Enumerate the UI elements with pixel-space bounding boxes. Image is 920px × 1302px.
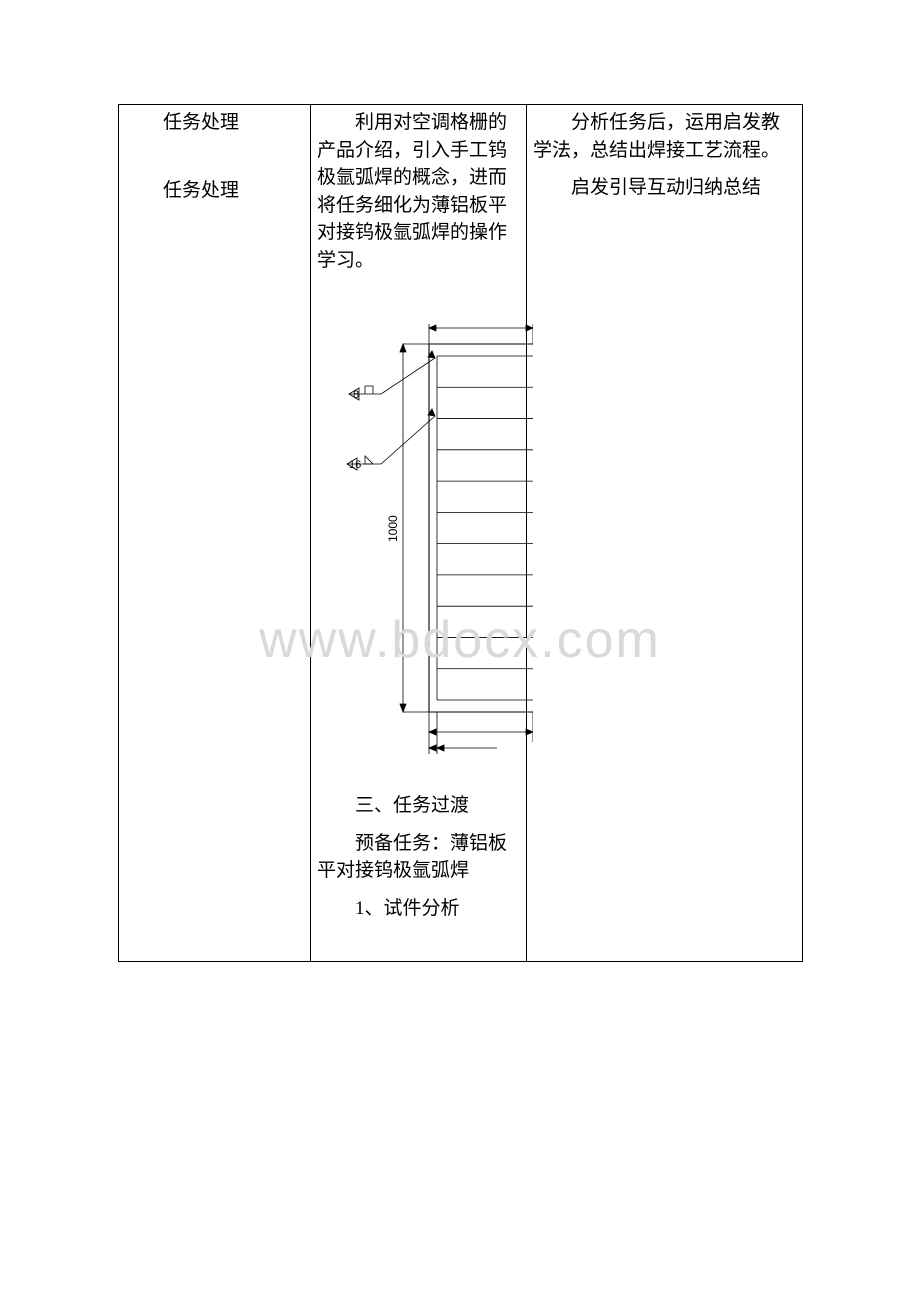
svg-text:1000: 1000 — [386, 515, 400, 542]
table-row: 任务处理 任务处理 利用对空调格栅的产品介绍，引入手工钨极氩弧焊的概念，进而将任… — [119, 105, 803, 962]
mid-section-title: 三、任务过渡 — [317, 792, 520, 820]
technical-diagram: 1000 8 16 — [317, 314, 520, 764]
cell-right: 分析任务后，运用启发教学法，总结出焊接工艺流程。 启发引导互动归纳总结 — [527, 105, 803, 962]
svg-text:16: 16 — [349, 459, 361, 471]
right-para-2: 启发引导互动归纳总结 — [533, 174, 796, 202]
lesson-table: 任务处理 任务处理 利用对空调格栅的产品介绍，引入手工钨极氩弧焊的概念，进而将任… — [118, 104, 803, 962]
mid-prep-task: 预备任务：薄铝板平对接钨极氩弧焊 — [317, 830, 520, 885]
mid-item-1: 1、试件分析 — [317, 895, 520, 923]
left-line-2: 任务处理 — [125, 177, 304, 205]
cell-left: 任务处理 任务处理 — [119, 105, 311, 962]
svg-text:8: 8 — [353, 389, 359, 401]
left-line-1: 任务处理 — [125, 109, 304, 137]
right-para-1: 分析任务后，运用启发教学法，总结出焊接工艺流程。 — [533, 109, 796, 164]
diagram-svg: 1000 8 16 — [311, 314, 533, 764]
cell-middle: 利用对空调格栅的产品介绍，引入手工钨极氩弧焊的概念，进而将任务细化为薄铝板平对接… — [311, 105, 527, 962]
mid-paragraph: 利用对空调格栅的产品介绍，引入手工钨极氩弧焊的概念，进而将任务细化为薄铝板平对接… — [317, 109, 520, 274]
